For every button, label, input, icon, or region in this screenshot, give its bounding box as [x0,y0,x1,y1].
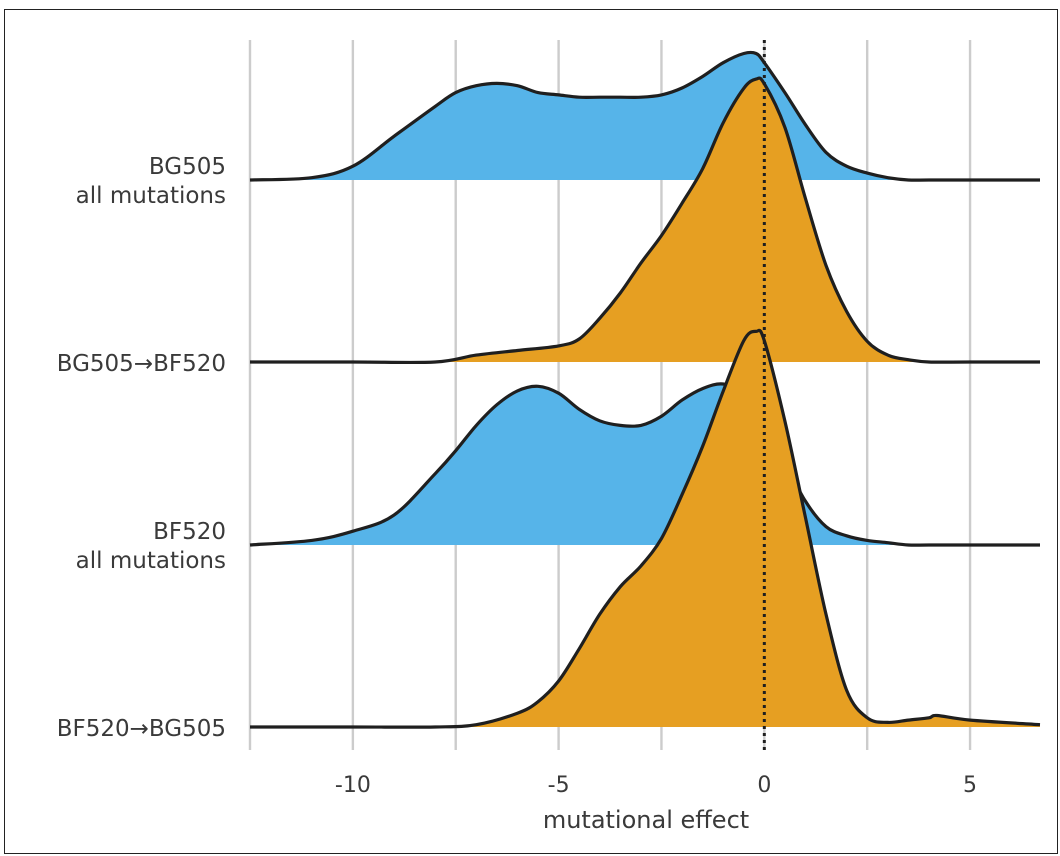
x-tick-labels: -10 -5 0 5 [335,773,977,798]
ridge-fill [250,330,1040,728]
row-label: BG505 [149,154,226,180]
ridge-fill [250,78,1040,363]
density-ridges [249,50,1041,729]
ridge-1 [249,76,1040,365]
ridge-fill [250,383,1040,546]
x-axis-label: mutational effect [543,806,749,834]
ridge-3 [249,328,1041,729]
row-labels: BG505 all mutations BG505→BF520 BF520 all mu… [57,154,226,742]
row-label: BF520 [153,519,226,545]
ridge-2 [249,382,1040,547]
x-tick-label: -10 [335,773,371,798]
ridge-outline [249,76,1040,365]
row-label: all mutations [76,548,226,574]
x-tick-label: -5 [548,773,570,798]
ridge-outline [249,50,1040,182]
row-label: all mutations [76,183,226,209]
x-tick-label: 5 [963,773,977,798]
row-label: BF520→BG505 [57,716,226,742]
ridge-0 [249,50,1040,182]
ridge-fill [250,52,1040,181]
ridge-outline [249,328,1041,729]
row-label: BG505→BF520 [57,351,226,377]
ridge-outline [249,382,1040,547]
x-tick-label: 0 [757,773,771,798]
